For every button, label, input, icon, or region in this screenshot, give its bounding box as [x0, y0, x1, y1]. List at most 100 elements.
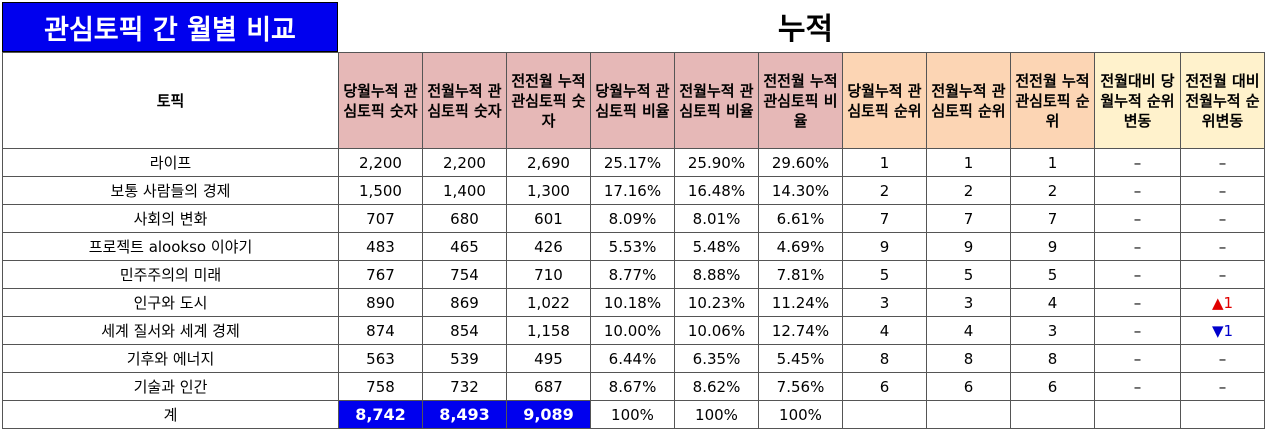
- rank-change-2-cell: –: [1180, 232, 1265, 261]
- prev-rank-cell: 7: [926, 204, 1011, 233]
- topic-cell: 민주주의의 미래: [2, 260, 339, 289]
- table-row: 기후와 에너지 563 539 495 6.44% 6.35% 5.45% 8 8 8– –: [2, 344, 1265, 373]
- topic-cell: 보통 사람들의 경제: [2, 176, 339, 205]
- prev2-count-cell: 426: [506, 232, 591, 261]
- prev-ratio-cell: 25.90%: [674, 148, 759, 177]
- prev-count-cell: 539: [422, 344, 507, 373]
- cur-ratio-cell: 10.18%: [590, 288, 675, 317]
- total-prev2-ratio: 100%: [758, 400, 843, 429]
- comparison-table: 토픽 당월누적 관심토픽 숫자 전월누적 관심토픽 숫자 전전월 누적 관심토픽…: [2, 52, 1265, 429]
- header-prev-ratio: 전월누적 관심토픽 비율: [674, 52, 759, 149]
- total-empty-cell: [1180, 400, 1265, 429]
- prev2-ratio-cell: 11.24%: [758, 288, 843, 317]
- prev-ratio-cell: 8.01%: [674, 204, 759, 233]
- cur-rank-cell: 3: [842, 288, 927, 317]
- total-label: 계: [2, 400, 339, 429]
- prev2-rank-cell: 9: [1010, 232, 1095, 261]
- cur-ratio-cell: 6.44%: [590, 344, 675, 373]
- cur-rank-cell: 2: [842, 176, 927, 205]
- rank-change-1-cell: –: [1094, 260, 1181, 289]
- prev2-rank-cell: 3: [1010, 316, 1095, 345]
- topic-cell: 기후와 에너지: [2, 344, 339, 373]
- cur-ratio-cell: 25.17%: [590, 148, 675, 177]
- prev2-ratio-cell: 14.30%: [758, 176, 843, 205]
- topic-cell: 세계 질서와 세계 경제: [2, 316, 339, 345]
- prev-rank-cell: 3: [926, 288, 1011, 317]
- total-prev-count: 8,493: [422, 400, 507, 429]
- rank-change-1-cell: –: [1094, 288, 1181, 317]
- total-cur-count: 8,742: [338, 400, 423, 429]
- section-header: 누적: [777, 12, 834, 47]
- prev-count-cell: 465: [422, 232, 507, 261]
- prev2-count-cell: 1,300: [506, 176, 591, 205]
- header-rank-change-2: 전전월 대비 전월누적 순위변동: [1180, 52, 1265, 149]
- header-topic: 토픽: [2, 52, 339, 149]
- topic-cell: 기술과 인간: [2, 372, 339, 401]
- total-prev2-count: 9,089: [506, 400, 591, 429]
- prev2-count-cell: 710: [506, 260, 591, 289]
- prev2-rank-cell: 6: [1010, 372, 1095, 401]
- prev2-count-cell: 1,022: [506, 288, 591, 317]
- prev2-count-cell: 2,690: [506, 148, 591, 177]
- cur-count-cell: 874: [338, 316, 423, 345]
- cur-count-cell: 758: [338, 372, 423, 401]
- prev2-ratio-cell: 29.60%: [758, 148, 843, 177]
- table-row: 세계 질서와 세계 경제 874 854 1,158 10.00% 10.06% 12.74…: [2, 316, 1265, 345]
- cur-rank-cell: 6: [842, 372, 927, 401]
- table-row: 프로젝트 alookso 이야기 483 465 426 5.53% 5.48% 4.69%…: [2, 232, 1265, 261]
- table-row: 사회의 변화 707 680 601 8.09% 8.01% 6.61% 7 7 7– –: [2, 204, 1265, 233]
- cur-ratio-cell: 8.67%: [590, 372, 675, 401]
- prev-ratio-cell: 10.06%: [674, 316, 759, 345]
- table-row: 민주주의의 미래 767 754 710 8.77% 8.88% 7.81% 5 5 5– –: [2, 260, 1265, 289]
- table-row: 인구와 도시 890 869 1,022 10.18% 10.23% 11.24% 3 3 4– ▲…: [2, 288, 1265, 317]
- total-cur-ratio: 100%: [590, 400, 675, 429]
- prev2-ratio-cell: 7.81%: [758, 260, 843, 289]
- cur-rank-cell: 8: [842, 344, 927, 373]
- header-row: 토픽 당월누적 관심토픽 숫자 전월누적 관심토픽 숫자 전전월 누적 관심토픽…: [2, 52, 1265, 149]
- header-cur-count: 당월누적 관심토픽 숫자: [338, 52, 423, 149]
- total-empty-cell: [1010, 400, 1095, 429]
- rank-change-1-cell: –: [1094, 372, 1181, 401]
- page-title: 관심토픽 간 월별 비교: [2, 2, 338, 52]
- header-prev2-count: 전전월 누적 관심토픽 숫자: [506, 52, 591, 149]
- cur-ratio-cell: 8.77%: [590, 260, 675, 289]
- table-row: 기술과 인간 758 732 687 8.67% 8.62% 7.56% 6 6 6– –: [2, 372, 1265, 401]
- prev2-count-cell: 601: [506, 204, 591, 233]
- prev-ratio-cell: 6.35%: [674, 344, 759, 373]
- prev2-ratio-cell: 12.74%: [758, 316, 843, 345]
- prev2-rank-cell: 2: [1010, 176, 1095, 205]
- prev2-rank-cell: 5: [1010, 260, 1095, 289]
- prev-rank-cell: 4: [926, 316, 1011, 345]
- total-prev-ratio: 100%: [674, 400, 759, 429]
- rank-change-2-cell: –: [1180, 204, 1265, 233]
- prev-rank-cell: 5: [926, 260, 1011, 289]
- header-rank-change-1: 전월대비 당월누적 순위변동: [1094, 52, 1181, 149]
- cur-count-cell: 767: [338, 260, 423, 289]
- prev-rank-cell: 6: [926, 372, 1011, 401]
- prev-count-cell: 854: [422, 316, 507, 345]
- prev2-rank-cell: 8: [1010, 344, 1095, 373]
- prev-rank-cell: 1: [926, 148, 1011, 177]
- prev2-count-cell: 1,158: [506, 316, 591, 345]
- cur-rank-cell: 1: [842, 148, 927, 177]
- cur-ratio-cell: 5.53%: [590, 232, 675, 261]
- cur-rank-cell: 5: [842, 260, 927, 289]
- prev2-ratio-cell: 7.56%: [758, 372, 843, 401]
- table-row: 라이프 2,200 2,200 2,690 25.17% 25.90% 29.60% 1 1 1–…: [2, 148, 1265, 177]
- prev-count-cell: 869: [422, 288, 507, 317]
- cur-rank-cell: 7: [842, 204, 927, 233]
- rank-change-2-cell: –: [1180, 260, 1265, 289]
- rank-change-1-cell: –: [1094, 204, 1181, 233]
- prev-rank-cell: 8: [926, 344, 1011, 373]
- table-row: 보통 사람들의 경제 1,500 1,400 1,300 17.16% 16.48% 14.…: [2, 176, 1265, 205]
- cur-count-cell: 563: [338, 344, 423, 373]
- topic-cell: 프로젝트 alookso 이야기: [2, 232, 339, 261]
- rank-change-2-cell: –: [1180, 176, 1265, 205]
- cur-count-cell: 483: [338, 232, 423, 261]
- prev2-rank-cell: 4: [1010, 288, 1095, 317]
- header-cur-ratio: 당월누적 관심토픽 비율: [590, 52, 675, 149]
- cur-count-cell: 1,500: [338, 176, 423, 205]
- prev-count-cell: 732: [422, 372, 507, 401]
- header-prev2-rank: 전전월 누적 관심토픽 순위: [1010, 52, 1095, 149]
